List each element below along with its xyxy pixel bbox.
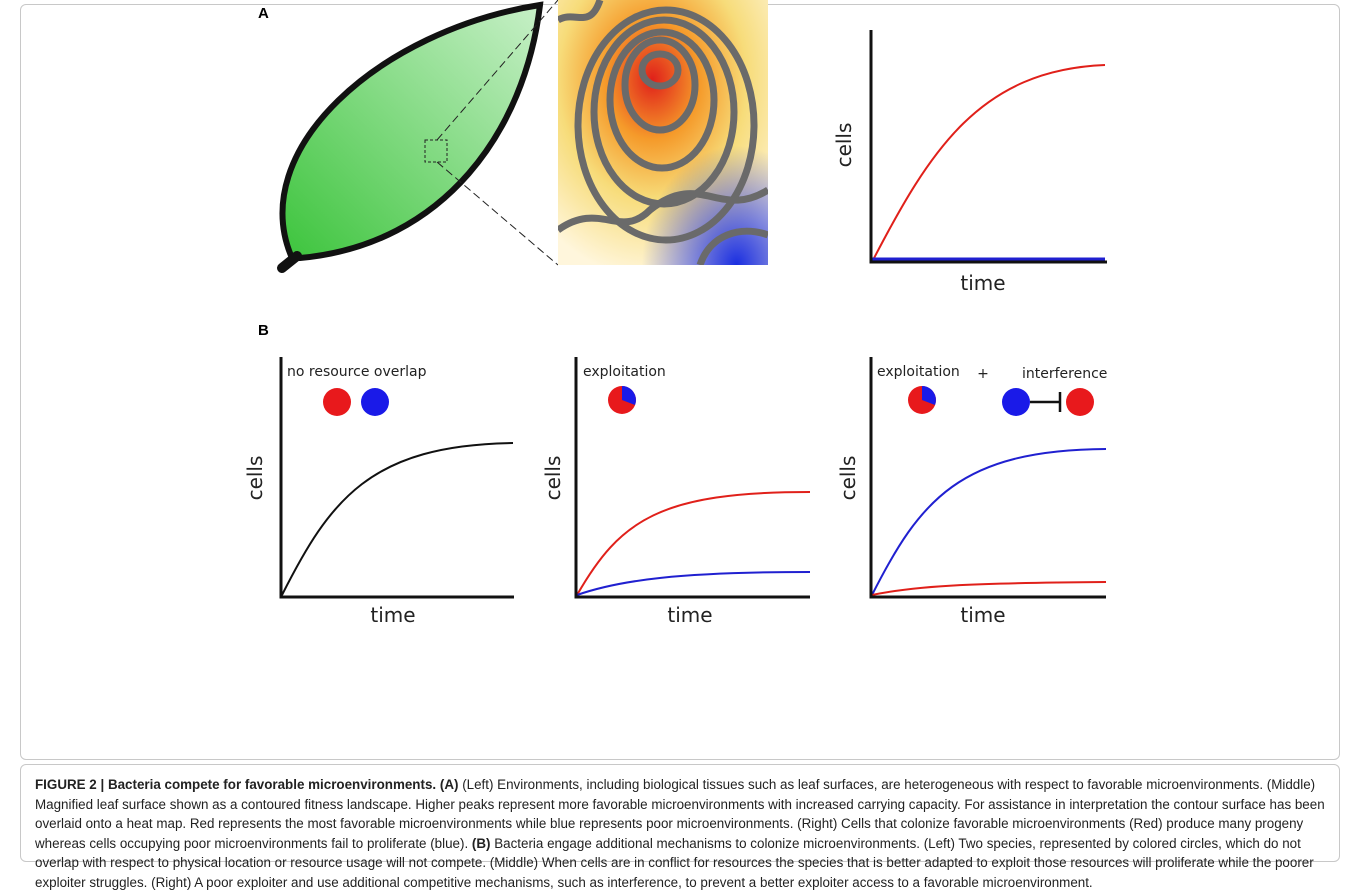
contour-map	[558, 0, 768, 265]
x-axis-label: time	[960, 603, 1005, 627]
y-axis-label: cells	[541, 456, 565, 501]
x-axis-label: time	[667, 603, 712, 627]
x-axis-label: time	[370, 603, 415, 627]
species-icons	[323, 386, 1094, 416]
caption-part-label: (A)	[440, 777, 459, 792]
leaf-stem	[282, 256, 297, 268]
figure: A B time cells time cells time cells tim…	[0, 0, 1358, 760]
panel-label: B	[258, 322, 269, 339]
y-axis-label: cells	[832, 123, 856, 168]
annotation: interference	[1022, 366, 1107, 382]
page: A B time cells time cells time cells tim…	[0, 0, 1358, 864]
annotation: exploitation	[877, 364, 960, 380]
annotation: +	[977, 366, 989, 382]
y-axis-label: cells	[243, 456, 267, 501]
x-axis-label: time	[960, 271, 1005, 295]
leaf	[283, 5, 540, 258]
y-axis-label: cells	[836, 456, 860, 501]
annotation: exploitation	[583, 364, 666, 380]
caption: FIGURE 2 | Bacteria compete for favorabl…	[20, 764, 1340, 862]
panel-label: A	[258, 5, 269, 22]
caption-title: FIGURE 2 | Bacteria compete for favorabl…	[35, 777, 436, 792]
caption-part-label: (B)	[472, 836, 491, 851]
annotation: no resource overlap	[287, 364, 427, 380]
